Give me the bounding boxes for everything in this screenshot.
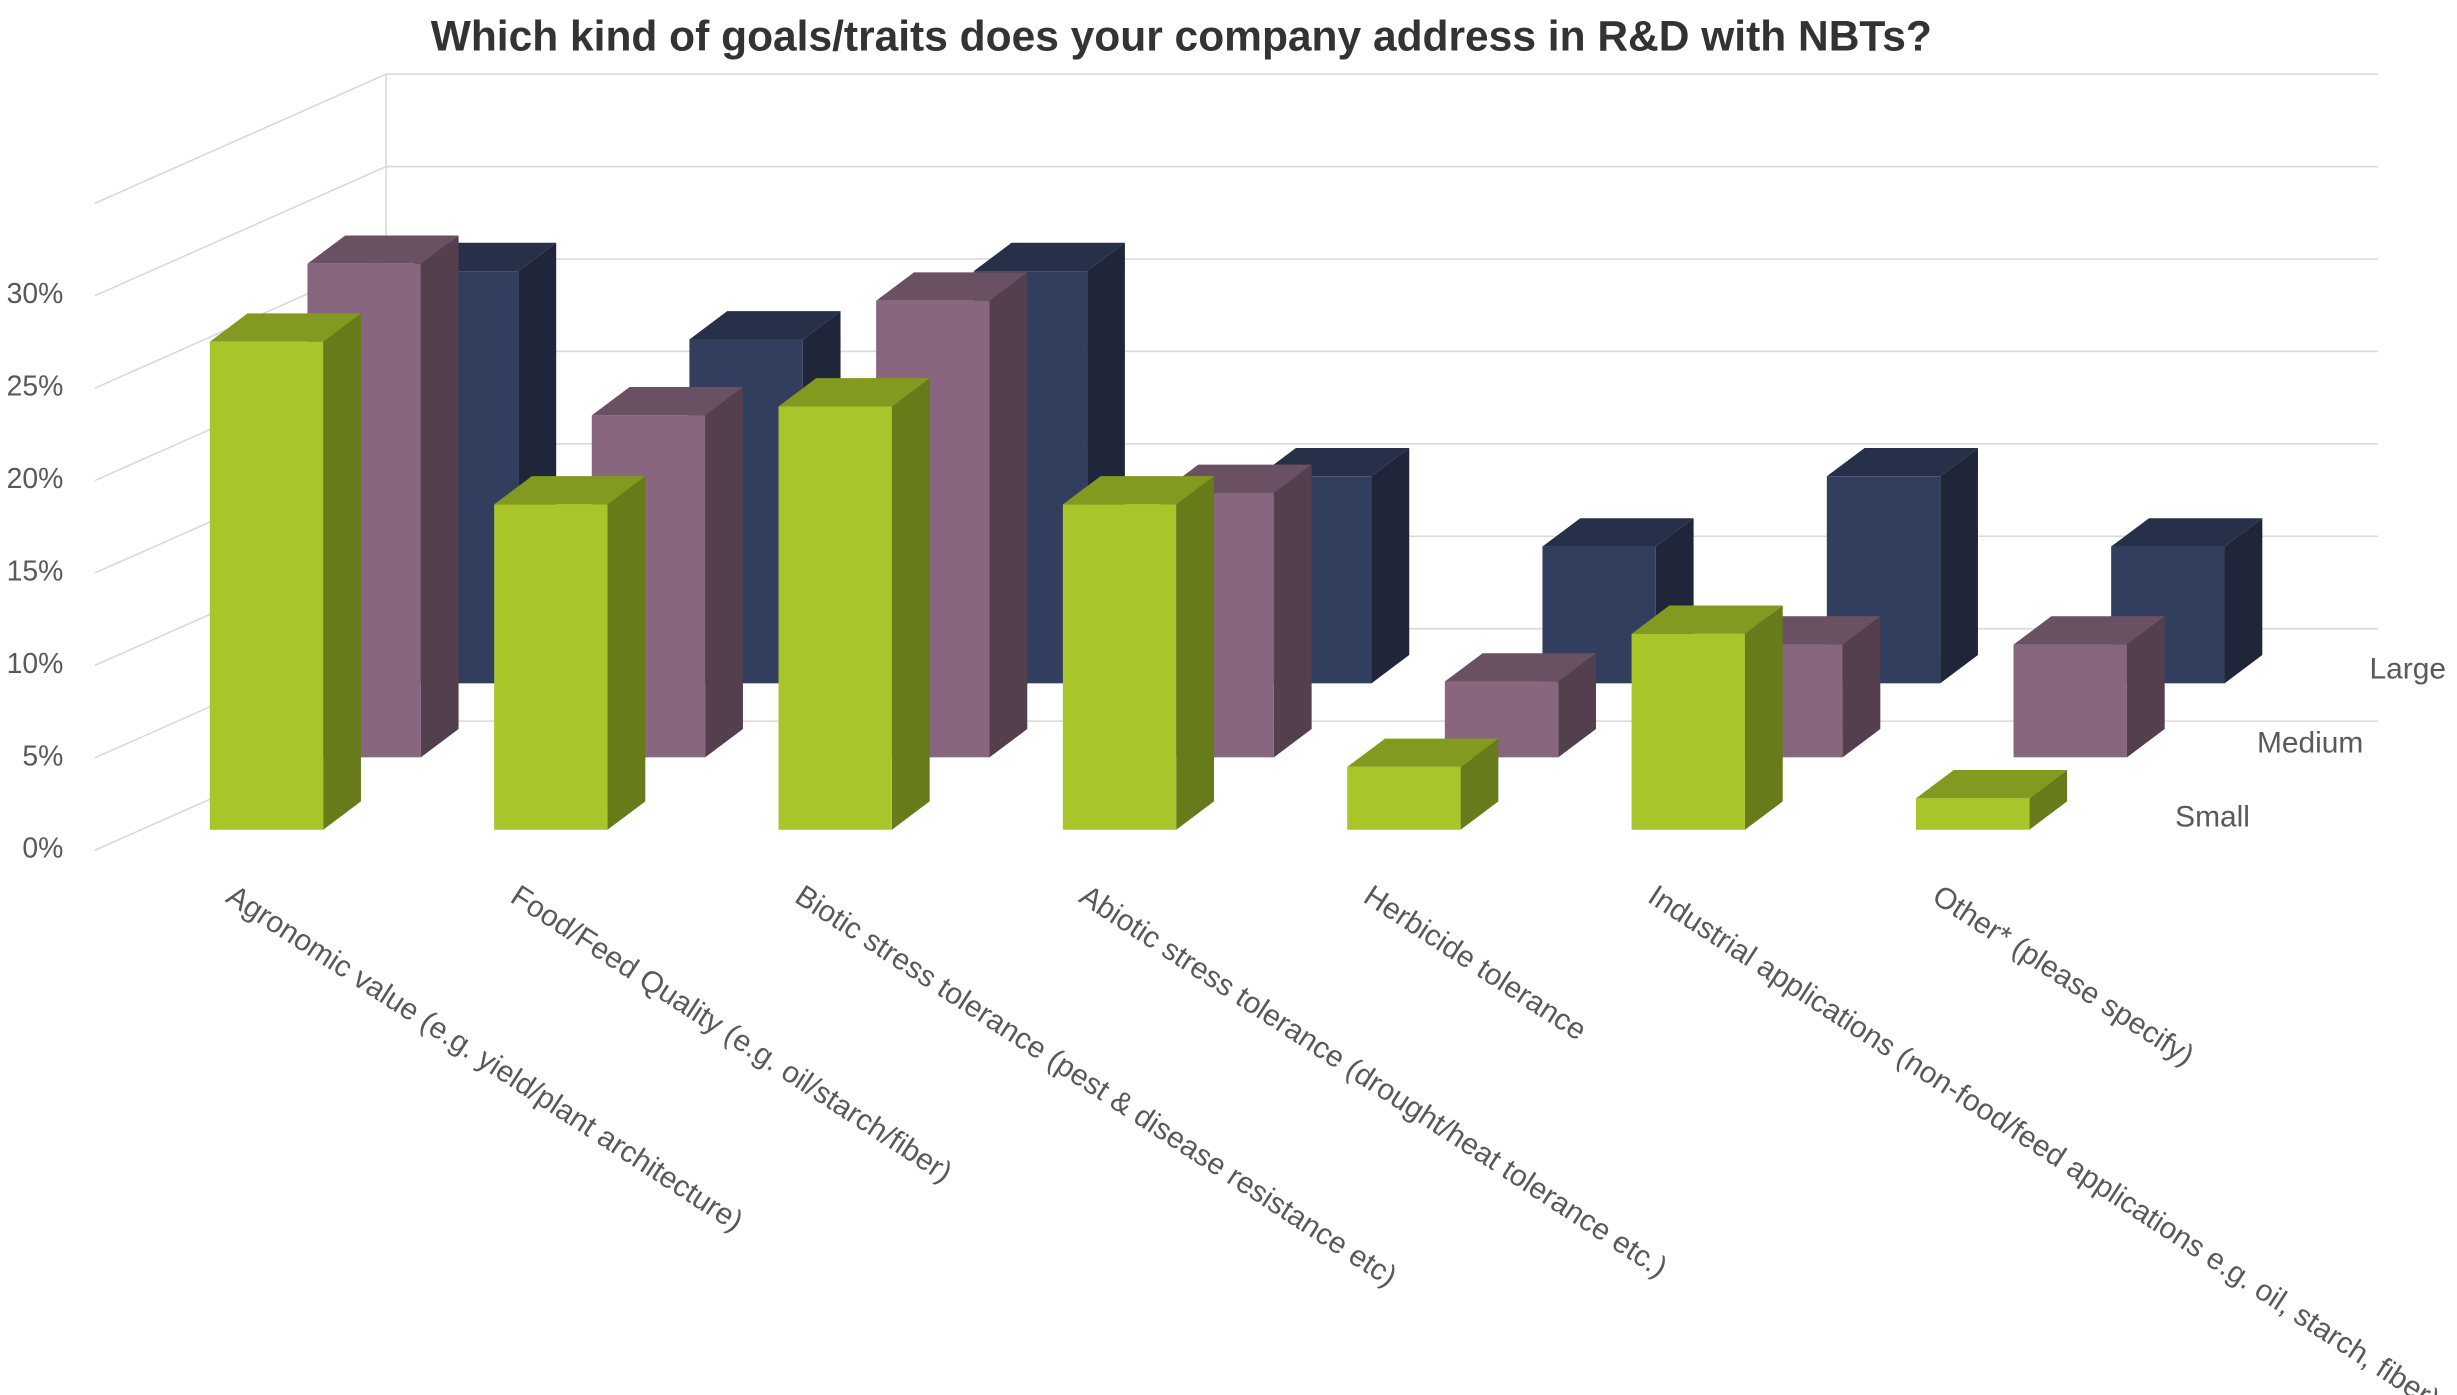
bar-front xyxy=(1062,504,1177,830)
grid-line xyxy=(94,165,2378,297)
bar-side xyxy=(607,476,646,830)
x-tick-label: Food/Feed Quality (e.g. oil/starch/fiber… xyxy=(505,879,958,1189)
bar-front xyxy=(209,341,324,830)
bar-top xyxy=(778,378,930,407)
bar-side xyxy=(2126,616,2165,758)
bar xyxy=(1062,476,1215,830)
bar-top xyxy=(2013,616,2165,645)
bar-top xyxy=(307,235,459,264)
bar-front xyxy=(778,406,892,830)
y-tick-label: 5% xyxy=(22,740,63,772)
bar xyxy=(1347,738,1499,830)
bar-side xyxy=(1558,653,1596,758)
x-tick-label: Agronomic value (e.g. yield/plant archit… xyxy=(221,879,749,1238)
bar xyxy=(209,313,361,830)
x-tick-label: Herbicide tolerance xyxy=(1358,879,1592,1047)
bar xyxy=(1915,769,2068,830)
legend-label: Large xyxy=(2370,653,2447,686)
bar-top xyxy=(2111,518,2263,547)
bar xyxy=(778,378,930,830)
bar-top xyxy=(1444,653,1596,682)
bar xyxy=(1631,605,1783,830)
bar-top xyxy=(1347,738,1499,767)
y-tick-label: 10% xyxy=(7,648,64,680)
bar-front xyxy=(1631,633,1745,830)
bar-front xyxy=(2013,644,2127,758)
bar-top xyxy=(209,313,361,342)
bar-top xyxy=(689,311,841,340)
bar-side xyxy=(1940,447,1978,684)
bar-side xyxy=(1744,605,1783,830)
y-tick-label: 25% xyxy=(7,371,64,403)
bar-side xyxy=(2029,769,2068,830)
bar-top xyxy=(973,242,1125,272)
bar-top xyxy=(1062,476,1215,505)
y-tick-label: 20% xyxy=(7,463,64,495)
bar-side xyxy=(2224,518,2263,684)
y-tick-label: 30% xyxy=(7,278,64,310)
bar-top xyxy=(494,476,646,505)
bar-side xyxy=(1371,447,1410,684)
bar-side xyxy=(891,378,930,830)
bar xyxy=(1826,447,1978,684)
y-tick-label: 15% xyxy=(7,555,64,587)
bar-top xyxy=(1915,769,2068,799)
x-tick-label: Biotic stress tolerance (pest & disease … xyxy=(789,879,1402,1293)
bar xyxy=(591,387,743,758)
bar-side xyxy=(989,272,1028,758)
bar-front xyxy=(1347,766,1461,830)
bar-side xyxy=(420,235,459,758)
bar-side xyxy=(1460,738,1499,830)
bar-top xyxy=(1631,605,1783,634)
x-tick-label: Abiotic stress tolerance (drought/heat t… xyxy=(1074,879,1673,1284)
bar-top xyxy=(876,272,1028,301)
bar-top xyxy=(1826,447,1978,477)
bar-top xyxy=(591,387,743,416)
bar-side xyxy=(323,313,361,830)
bar xyxy=(494,476,646,830)
bar-front xyxy=(1915,798,2030,830)
y-tick-label: 0% xyxy=(22,833,63,865)
wall-border xyxy=(94,73,2378,204)
legend-label: Small xyxy=(2175,801,2250,834)
legend-label: Medium xyxy=(2257,727,2363,760)
bar xyxy=(2013,616,2165,758)
bar xyxy=(2111,518,2263,684)
x-tick-label: Other* (please specify) xyxy=(1927,879,2200,1072)
bar-side xyxy=(1842,616,1881,758)
bar-side xyxy=(705,387,743,758)
chart-title: Which kind of goals/traits does your com… xyxy=(431,14,1932,61)
bar-front xyxy=(494,504,608,830)
bar-side xyxy=(1176,476,1215,830)
bar-side xyxy=(1273,464,1312,758)
bar-top xyxy=(1542,518,1694,547)
